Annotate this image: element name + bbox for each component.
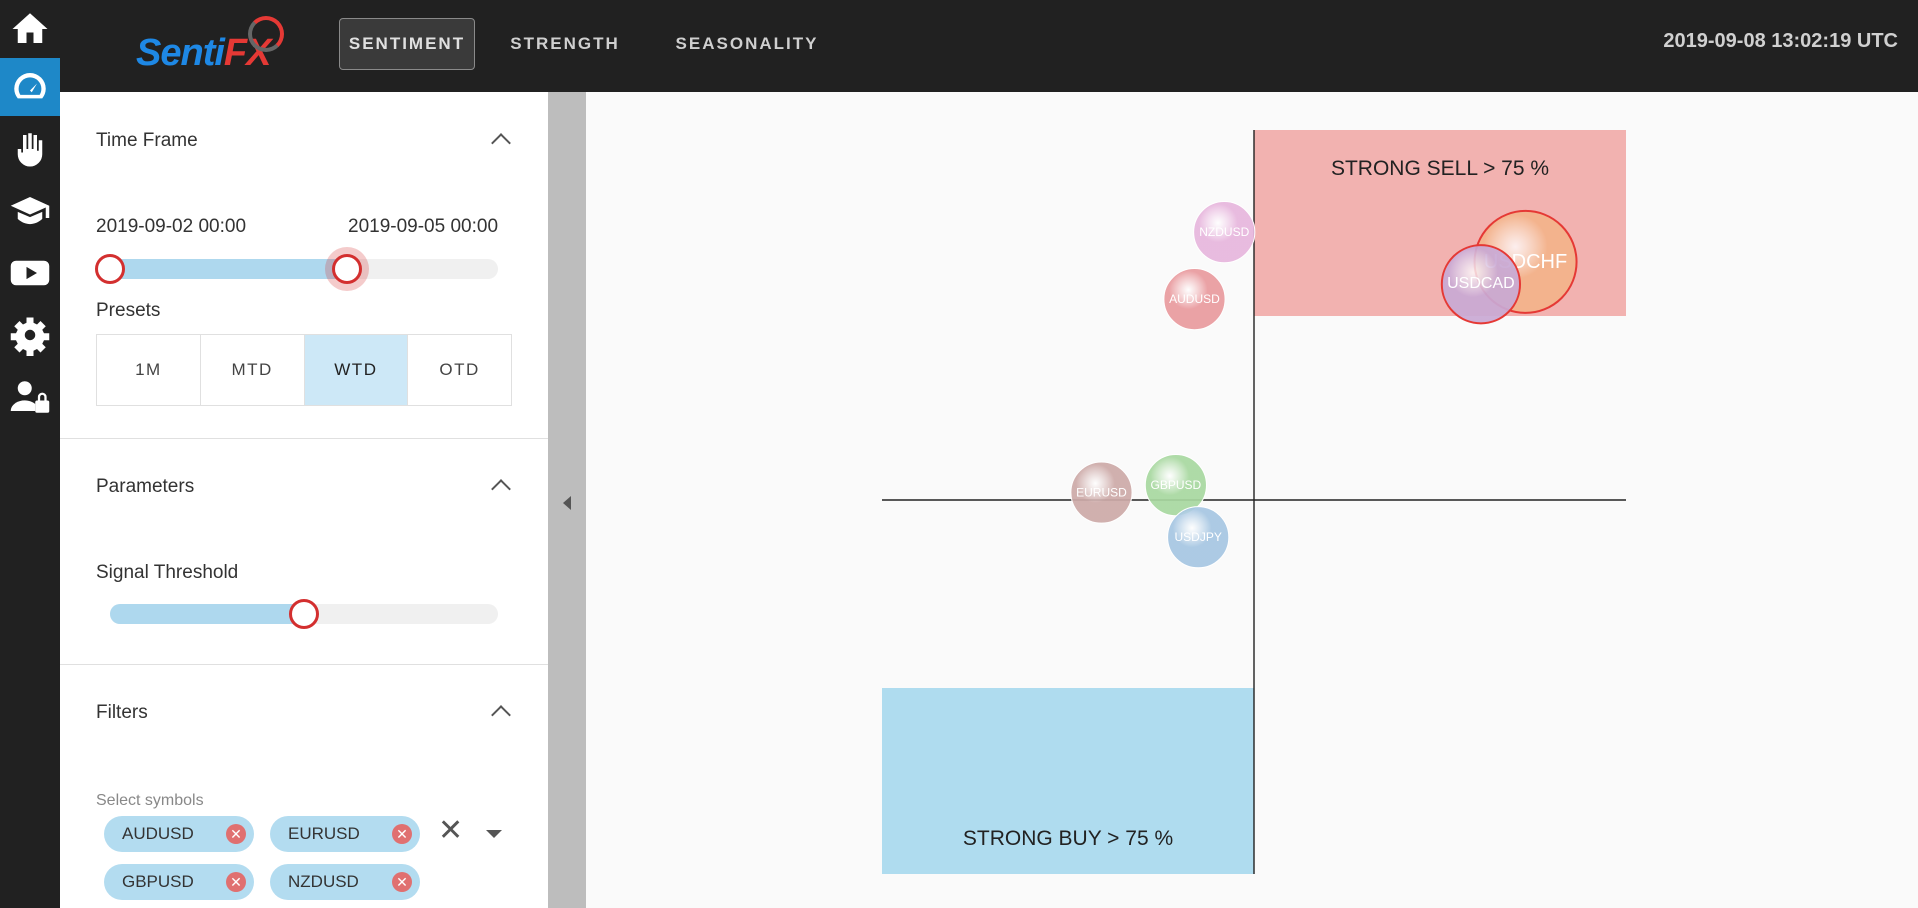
home-icon: [12, 13, 48, 43]
threshold-handle[interactable]: [289, 599, 319, 629]
top-bar: SentiFX SENTIMENT STRENGTH SEASONALITY 2…: [60, 0, 1918, 92]
video-play-icon: [10, 260, 50, 286]
chip-label: EURUSD: [288, 824, 360, 843]
rail-account[interactable]: [0, 368, 60, 426]
chip-remove-icon[interactable]: ✕: [226, 824, 246, 844]
tab-seasonality[interactable]: SEASONALITY: [675, 34, 819, 53]
brand-logo[interactable]: SentiFX: [136, 14, 286, 76]
sentiment-scatter-plot: STRONG SELL > 75 % STRONG BUY > 75 % NZDUS…: [882, 130, 1626, 874]
brand-left: Senti: [136, 32, 225, 74]
tab-strength[interactable]: STRENGTH: [510, 34, 620, 53]
chip-label: AUDUSD: [122, 824, 194, 843]
rail-hand[interactable]: [0, 120, 60, 178]
user-lock-icon: [10, 381, 50, 413]
symbol-chip[interactable]: NZDUSD ✕: [270, 864, 420, 900]
timeframe-title[interactable]: Time Frame: [96, 130, 198, 151]
graduation-cap-icon: [10, 197, 50, 225]
timeframe-start-handle[interactable]: [95, 254, 125, 284]
collapse-left-icon: [563, 496, 571, 510]
hand-stop-icon: [17, 133, 43, 167]
symbol-chip[interactable]: AUDUSD ✕: [104, 816, 254, 852]
bubble-nzdusd[interactable]: [1193, 201, 1256, 264]
bubble-label: GBPUSD: [1151, 478, 1202, 492]
presets-title: Presets: [96, 300, 161, 321]
dropdown-arrow-icon[interactable]: [486, 830, 502, 838]
panel-collapse-toggle[interactable]: [548, 92, 586, 908]
bubble-label: USDJPY: [1175, 530, 1222, 544]
presets-group: 1M MTD WTD OTD: [96, 334, 512, 406]
timeframe-slider-track[interactable]: [110, 259, 498, 279]
filters-collapse-chevron-icon[interactable]: [491, 705, 511, 725]
rail-home[interactable]: [0, 0, 60, 58]
section-divider: [60, 438, 548, 439]
rail-dashboard[interactable]: [0, 58, 60, 116]
strong-buy-label: STRONG BUY > 75 %: [963, 827, 1173, 850]
sentiment-chart: STRONG SELL > 75 % STRONG BUY > 75 % NZDUS…: [586, 92, 1918, 908]
rail-tools[interactable]: [0, 306, 60, 364]
rail-video[interactable]: [0, 244, 60, 302]
bubble-label: USDCAD: [1447, 275, 1515, 292]
bubble-audusd[interactable]: [1163, 268, 1226, 331]
bubble-usdjpy[interactable]: [1167, 506, 1230, 569]
select-symbols-label: Select symbols: [96, 792, 204, 809]
strong-buy-zone: [882, 688, 1254, 874]
settings-panel: Time Frame 2019-09-02 00:00 2019-09-05 0…: [60, 92, 548, 908]
bubble-usdcad[interactable]: [1440, 244, 1522, 325]
server-datetime: 2019-09-08 13:02:19 UTC: [1663, 30, 1898, 52]
chip-label: GBPUSD: [122, 872, 194, 891]
tab-sentiment[interactable]: SENTIMENT: [339, 18, 475, 70]
preset-mtd[interactable]: MTD: [201, 335, 305, 405]
bubble-eurusd[interactable]: [1070, 461, 1133, 524]
parameters-title[interactable]: Parameters: [96, 476, 195, 497]
clear-selection-icon[interactable]: ✕: [438, 814, 464, 847]
timeframe-end-handle[interactable]: [331, 254, 362, 284]
rail-education[interactable]: [0, 182, 60, 240]
threshold-slider-fill: [110, 604, 304, 624]
parameters-collapse-chevron-icon[interactable]: [491, 479, 511, 499]
bubble-label: EURUSD: [1076, 486, 1127, 500]
preset-1m[interactable]: 1M: [97, 335, 201, 405]
dashboard-gauge-icon: [14, 73, 46, 99]
icon-rail: [0, 0, 60, 908]
timeframe-slider-fill: [110, 259, 347, 279]
section-divider: [60, 664, 548, 665]
chip-remove-icon[interactable]: ✕: [226, 872, 246, 892]
puzzle-gear-icon: [10, 317, 50, 356]
timeframe-end-label: 2019-09-05 00:00: [348, 216, 499, 237]
chip-label: NZDUSD: [288, 872, 359, 891]
timeframe-collapse-chevron-icon[interactable]: [491, 133, 511, 153]
chip-remove-icon[interactable]: ✕: [392, 872, 412, 892]
filters-title[interactable]: Filters: [96, 702, 148, 723]
logo-gauge-icon: [248, 16, 284, 52]
bubble-label: NZDUSD: [1199, 225, 1249, 239]
signal-threshold-label: Signal Threshold: [96, 562, 239, 583]
preset-otd[interactable]: OTD: [439, 360, 480, 379]
symbol-chip[interactable]: GBPUSD ✕: [104, 864, 254, 900]
bubble-label: AUDUSD: [1169, 292, 1220, 306]
strong-sell-label: STRONG SELL > 75 %: [1331, 157, 1549, 180]
timeframe-start-label: 2019-09-02 00:00: [96, 216, 247, 237]
symbol-chip[interactable]: EURUSD ✕: [270, 816, 420, 852]
chip-remove-icon[interactable]: ✕: [392, 824, 412, 844]
preset-wtd[interactable]: WTD: [304, 335, 409, 405]
